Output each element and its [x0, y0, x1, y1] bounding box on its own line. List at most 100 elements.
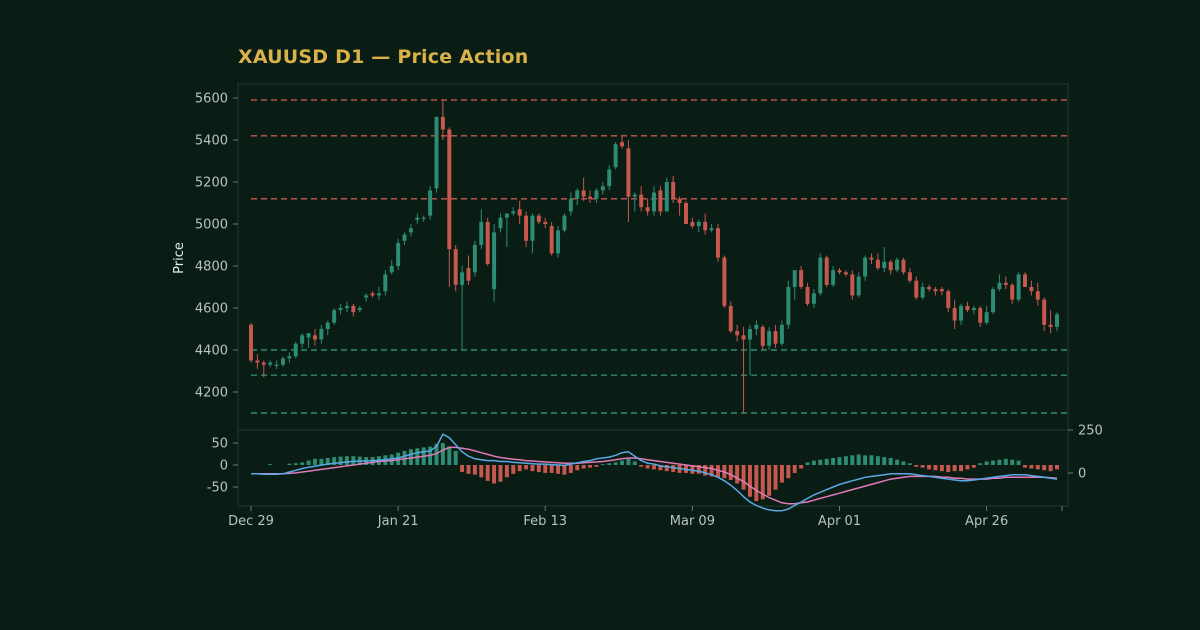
candle-body — [607, 169, 612, 187]
candle-body — [389, 266, 394, 273]
candle — [300, 333, 305, 348]
macd-hist-bar — [1003, 458, 1008, 465]
date-tick-label: Apr 01 — [818, 514, 861, 529]
candle — [831, 266, 836, 287]
candle — [677, 196, 682, 216]
macd-axis: 50 0 -50 250 0 — [207, 424, 1103, 496]
candle-body — [312, 335, 317, 340]
macd-hist-bar — [875, 456, 880, 465]
candle — [645, 198, 650, 216]
candle-body — [824, 257, 829, 285]
candle — [447, 127, 452, 287]
macd-hist-bar — [843, 456, 848, 465]
candle — [568, 192, 573, 216]
candle-body — [620, 142, 624, 147]
candle-body — [485, 221, 490, 264]
macd-hist-bar — [818, 459, 823, 465]
candle — [690, 217, 695, 229]
candle — [453, 245, 458, 292]
candle-body — [396, 242, 401, 266]
candle — [1003, 276, 1008, 290]
candle — [498, 213, 503, 233]
candle — [338, 303, 343, 315]
price-tick-label: 5400 — [195, 134, 228, 149]
candle-body — [837, 270, 842, 273]
candle — [383, 270, 388, 296]
candle — [1055, 312, 1059, 332]
candle-body — [684, 203, 688, 224]
candle-body — [1010, 284, 1015, 300]
candle — [850, 270, 855, 300]
macd-hist-bar — [882, 457, 887, 465]
candle — [408, 224, 413, 237]
macd-hist-bar — [978, 463, 983, 465]
macd-hist-bar — [1010, 459, 1015, 465]
macd-hist-bar — [460, 465, 465, 473]
macd-hist-bar — [971, 465, 976, 468]
candle — [639, 186, 644, 212]
candle-body — [460, 272, 465, 285]
macd-hist-bar — [959, 465, 964, 472]
candle — [997, 274, 1002, 292]
macd-hist-bar — [952, 465, 957, 472]
macd-hist-bar — [933, 465, 938, 471]
candle-body — [856, 276, 861, 296]
macd-hist-bar — [1029, 465, 1034, 469]
macd-hist-bar — [325, 457, 330, 465]
candle — [907, 268, 912, 283]
macd-hist-bar — [1016, 460, 1021, 465]
candle-body — [421, 217, 426, 219]
candle — [747, 324, 752, 376]
candle — [978, 305, 983, 327]
price-axis: 4200 4400 4600 4800 5000 5200 5400 5600 — [195, 92, 238, 401]
candle-body — [882, 261, 887, 269]
macd-hist-bar — [1035, 465, 1040, 470]
candle — [440, 100, 445, 140]
macd-hist-bar — [300, 462, 305, 465]
date-tick-label: Mar 09 — [670, 514, 715, 529]
macd-hist-bar — [767, 465, 772, 496]
macd-hist-bar — [811, 460, 816, 465]
macd-hist-bar — [620, 460, 624, 465]
macd-hist-bar — [408, 449, 413, 465]
candle-body — [658, 190, 663, 212]
candle-body — [338, 308, 343, 311]
candle-body — [287, 356, 292, 359]
candle — [1042, 297, 1047, 332]
candle — [281, 356, 285, 367]
macd-hist-bar — [581, 465, 586, 469]
macd-hist-bar — [907, 463, 912, 465]
macd-hist-bar — [863, 455, 868, 465]
candle-body — [504, 213, 509, 218]
candle-body — [479, 221, 484, 245]
candle-body — [1016, 274, 1021, 300]
candle — [1029, 280, 1034, 296]
macd-hist-bar — [402, 450, 407, 465]
candle — [607, 165, 612, 191]
macd-hist-bar — [613, 462, 618, 465]
candle — [856, 272, 861, 298]
candle — [600, 182, 605, 195]
candle — [255, 354, 260, 369]
candle — [895, 257, 900, 273]
macd-hist-bar — [562, 465, 567, 475]
date-tick-label: Jan 21 — [377, 514, 419, 529]
candle — [249, 322, 253, 363]
candle-body — [773, 331, 778, 344]
macd-hist-bar — [293, 463, 298, 465]
candle-body — [415, 217, 420, 220]
candle-body — [332, 310, 337, 323]
candle-body — [875, 259, 880, 269]
macd-hist-bar — [728, 465, 733, 480]
candle-body — [946, 291, 951, 308]
candle — [287, 352, 292, 363]
candle-body — [696, 221, 701, 227]
candle-body — [888, 261, 893, 271]
candle — [530, 213, 535, 254]
candle-body — [325, 322, 330, 329]
candle-body — [984, 312, 989, 323]
candle — [773, 324, 778, 348]
macd-hist-bar — [1042, 465, 1047, 471]
candle — [1010, 282, 1015, 304]
